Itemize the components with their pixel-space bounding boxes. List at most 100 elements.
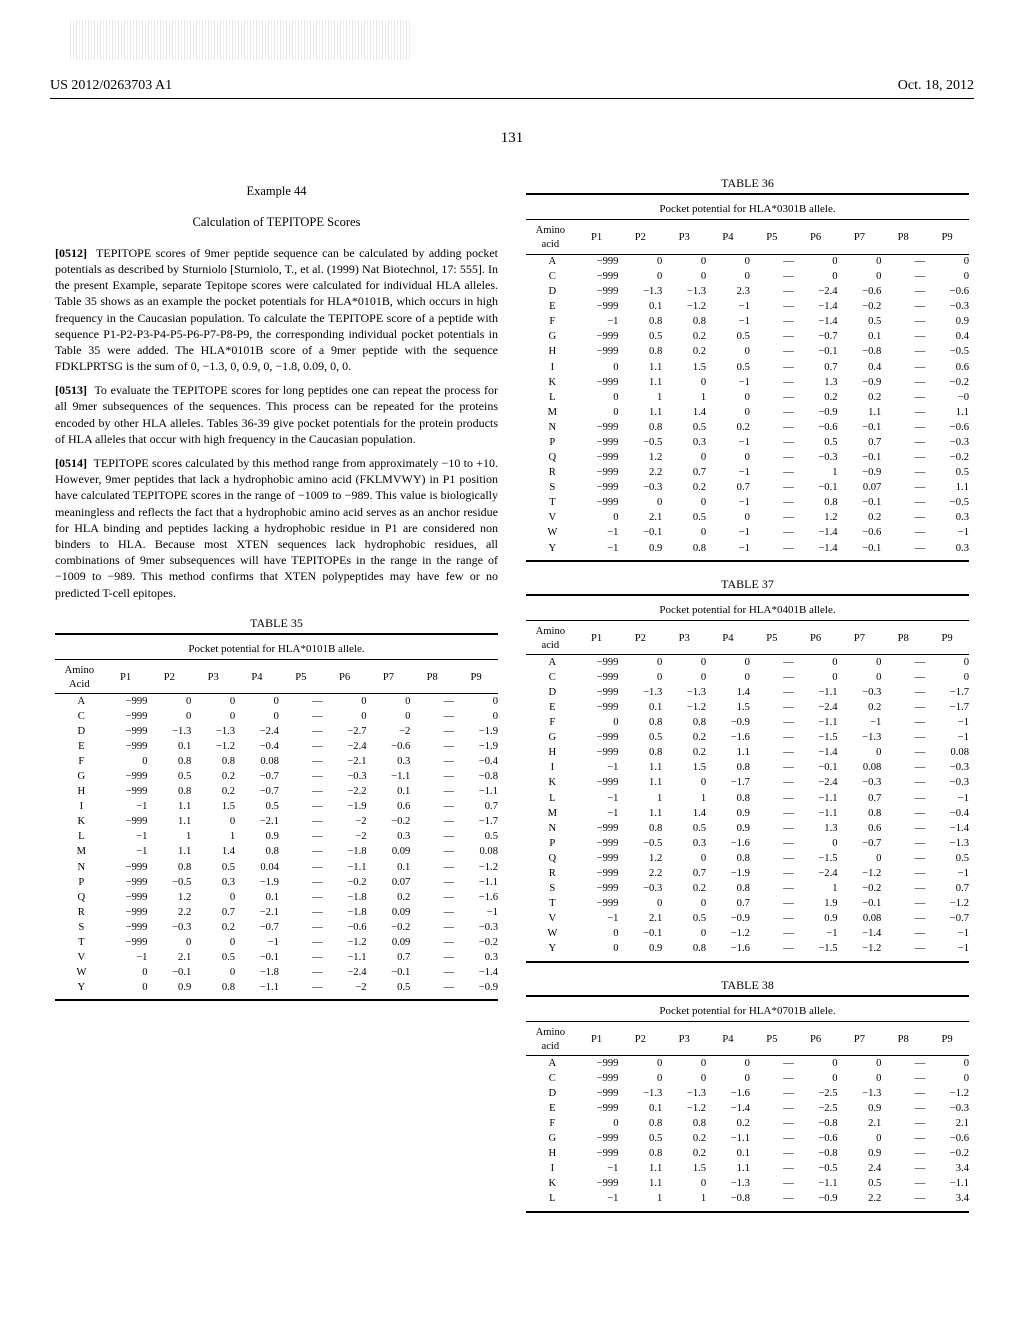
value-cell: −1: [104, 800, 148, 815]
value-cell: −999: [575, 867, 619, 882]
value-cell: —: [881, 791, 925, 806]
value-cell: —: [881, 451, 925, 466]
value-cell: —: [750, 867, 794, 882]
value-cell: —: [750, 836, 794, 851]
value-cell: −1.4: [794, 746, 838, 761]
table-row: E−9990.1−1.21.5—−2.40.2—−1.7: [526, 701, 969, 716]
value-cell: 0.9: [618, 942, 662, 962]
value-cell: −0.3: [323, 770, 367, 785]
value-cell: 0.5: [838, 1177, 882, 1192]
value-cell: —: [750, 806, 794, 821]
value-cell: —: [279, 981, 323, 1001]
value-cell: −0.1: [618, 927, 662, 942]
value-cell: 0.9: [618, 541, 662, 561]
value-cell: 0.8: [662, 716, 706, 731]
table-35-header-aa: AminoAcid: [55, 663, 104, 694]
value-cell: −0.1: [838, 420, 882, 435]
value-cell: −1.3: [618, 686, 662, 701]
table-row: Y00.90.8−1.6—−1.5−1.2—−1: [526, 942, 969, 962]
value-cell: 0: [235, 694, 279, 710]
value-cell: 0.7: [925, 882, 969, 897]
value-cell: 0.5: [706, 360, 750, 375]
aa-cell: Y: [526, 942, 575, 962]
value-cell: 0.1: [618, 701, 662, 716]
value-cell: −1.8: [323, 890, 367, 905]
value-cell: —: [279, 755, 323, 770]
value-cell: 0.9: [925, 315, 969, 330]
value-cell: −1.6: [706, 1086, 750, 1101]
value-cell: 0.7: [838, 791, 882, 806]
value-cell: —: [881, 867, 925, 882]
aa-cell: A: [55, 694, 104, 710]
value-cell: 0: [925, 1071, 969, 1086]
value-cell: −1: [575, 761, 619, 776]
value-cell: —: [279, 845, 323, 860]
value-cell: —: [881, 481, 925, 496]
value-cell: 0: [618, 897, 662, 912]
value-cell: 1.1: [706, 746, 750, 761]
aa-cell: I: [526, 761, 575, 776]
value-cell: 1.1: [618, 776, 662, 791]
value-cell: —: [881, 746, 925, 761]
value-cell: 0: [191, 936, 235, 951]
value-cell: —: [750, 1147, 794, 1162]
value-cell: 0: [706, 254, 750, 270]
value-cell: —: [881, 1162, 925, 1177]
table-header-p9: P9: [454, 663, 498, 694]
value-cell: 0.2: [838, 390, 882, 405]
aa-cell: A: [526, 655, 575, 671]
value-cell: −1: [235, 936, 279, 951]
value-cell: −1: [794, 927, 838, 942]
value-cell: −1.9: [454, 740, 498, 755]
value-cell: —: [410, 981, 454, 1001]
value-cell: 0.1: [838, 330, 882, 345]
two-column-content: Example 44 Calculation of TEPITOPE Score…: [55, 175, 969, 1290]
value-cell: 1.9: [794, 897, 838, 912]
value-cell: 0.2: [191, 920, 235, 935]
value-cell: 0.3: [925, 511, 969, 526]
value-cell: —: [750, 496, 794, 511]
value-cell: −1.9: [235, 875, 279, 890]
aa-cell: S: [526, 481, 575, 496]
value-cell: 0: [575, 405, 619, 420]
value-cell: −999: [575, 776, 619, 791]
table-header-p7: P7: [367, 663, 411, 694]
value-cell: 0: [235, 709, 279, 724]
aa-cell: I: [526, 360, 575, 375]
value-cell: 0: [662, 671, 706, 686]
value-cell: −0.9: [706, 912, 750, 927]
value-cell: −0.5: [794, 1162, 838, 1177]
value-cell: −999: [575, 1147, 619, 1162]
value-cell: —: [279, 815, 323, 830]
table-row: I−11.11.50.8—−0.10.08—−0.3: [526, 761, 969, 776]
table-row: S−999−0.30.2−0.7—−0.6−0.2—−0.3: [55, 920, 498, 935]
value-cell: —: [881, 851, 925, 866]
aa-cell: D: [526, 285, 575, 300]
value-cell: −1.3: [838, 731, 882, 746]
value-cell: —: [881, 716, 925, 731]
value-cell: 1.5: [706, 701, 750, 716]
value-cell: 0: [367, 694, 411, 710]
value-cell: −0.5: [147, 875, 191, 890]
value-cell: −999: [575, 821, 619, 836]
value-cell: 0: [147, 709, 191, 724]
value-cell: −0.6: [794, 420, 838, 435]
value-cell: —: [279, 920, 323, 935]
value-cell: 0.2: [662, 345, 706, 360]
table-row: N−9990.80.50.04—−1.10.1—−1.2: [55, 860, 498, 875]
value-cell: −0.8: [794, 1117, 838, 1132]
value-cell: 0: [794, 1071, 838, 1086]
value-cell: —: [750, 655, 794, 671]
value-cell: −0.3: [925, 436, 969, 451]
value-cell: —: [750, 466, 794, 481]
table-row: L−111−0.8—−0.92.2—3.4: [526, 1192, 969, 1212]
table-row: L−1110.8—−1.10.7—−1: [526, 791, 969, 806]
table-row: L0110—0.20.2—−0: [526, 390, 969, 405]
value-cell: 0: [794, 671, 838, 686]
value-cell: −1: [925, 867, 969, 882]
table-37-label: TABLE 37: [526, 576, 969, 592]
value-cell: 0.2: [706, 1117, 750, 1132]
table-row: Y00.90.8−1.1—−20.5—−0.9: [55, 981, 498, 1001]
value-cell: 0.09: [367, 905, 411, 920]
value-cell: 1.4: [662, 405, 706, 420]
